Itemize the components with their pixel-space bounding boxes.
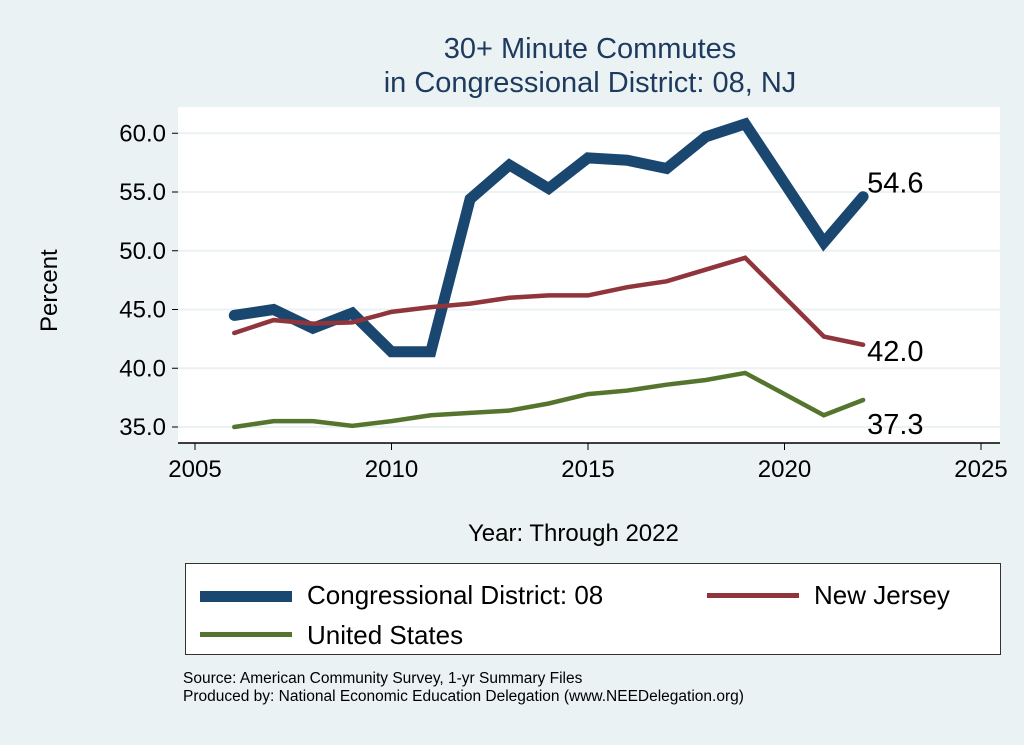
y-axis-label: Percent — [36, 249, 63, 332]
x-tick-label: 2020 — [758, 456, 811, 483]
title-line-1: 30+ Minute Commutes — [443, 33, 737, 65]
legend-swatch-district — [200, 591, 292, 602]
end-label-district: 54.6 — [867, 168, 923, 200]
y-tick-label: 35.0 — [119, 414, 166, 441]
y-tick-label: 50.0 — [119, 238, 166, 265]
end-label-us: 37.3 — [867, 409, 923, 441]
legend-label-district: Congressional District: 08 — [307, 580, 604, 610]
x-tick-label: 2015 — [561, 456, 614, 483]
chart-title: 30+ Minute Commutes in Congressional Dis… — [0, 32, 1024, 100]
end-label-nj: 42.0 — [867, 336, 923, 368]
produced-by-note: Produced by: National Economic Education… — [183, 688, 744, 705]
legend: Congressional District: 08 New Jersey Un… — [185, 563, 1001, 655]
x-tick-label: 2010 — [365, 456, 418, 483]
series-line-district — [228, 117, 869, 358]
x-axis-label: Year: Through 2022 — [468, 520, 679, 547]
series-line-nj — [232, 255, 866, 347]
series-line-us — [232, 370, 866, 430]
source-note: Source: American Community Survey, 1-yr … — [183, 670, 583, 687]
y-tick-label: 45.0 — [119, 297, 166, 324]
y-tick-label: 40.0 — [119, 355, 166, 382]
y-tick-label: 60.0 — [119, 120, 166, 147]
title-line-2: in Congressional District: 08, NJ — [383, 67, 797, 99]
legend-swatch-us — [200, 632, 292, 637]
y-tick-label: 55.0 — [119, 179, 166, 206]
x-tick-label: 2025 — [954, 456, 1007, 483]
legend-label-nj: New Jersey — [814, 580, 950, 610]
legend-swatch-nj — [707, 593, 799, 598]
plot-area: 35.0 40.0 45.0 50.0 55.0 60.0 2005 2010 2015 2020… — [119, 107, 1008, 483]
x-tick-label: 2005 — [168, 456, 221, 483]
legend-label-us: United States — [307, 620, 464, 650]
